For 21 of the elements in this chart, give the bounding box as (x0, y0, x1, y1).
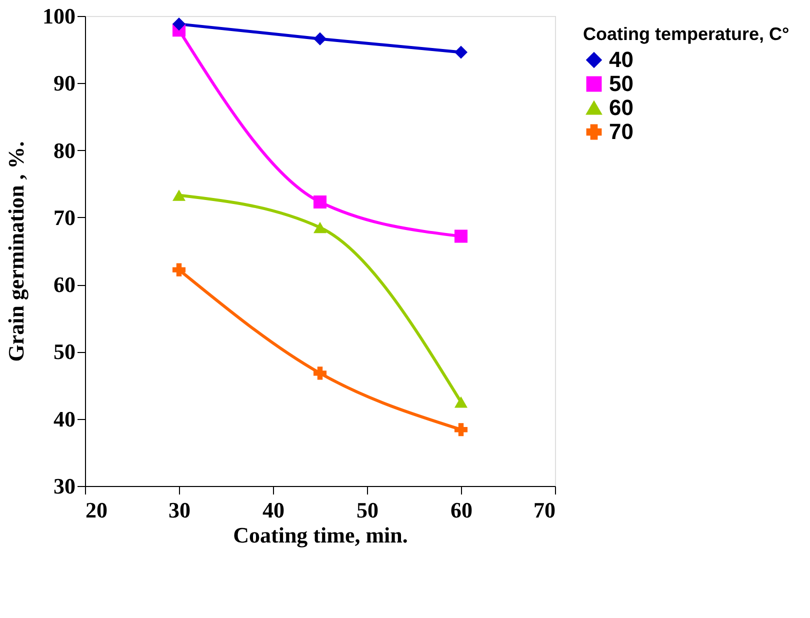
y-tick-label: 100 (42, 4, 76, 28)
y-axis-title: Grain germination , %. (4, 141, 28, 362)
y-tick-label: 40 (54, 406, 76, 432)
legend-label: 70 (609, 119, 634, 144)
x-tick-label: 20 (86, 498, 108, 522)
x-tick-label: 60 (450, 498, 472, 522)
x-tick-label: 50 (356, 498, 378, 522)
y-tick-label: 70 (54, 204, 76, 230)
x-axis-title: Coating time, min. (233, 522, 408, 548)
y-tick-label: 60 (54, 272, 76, 298)
legend-label: 40 (609, 47, 634, 72)
y-tick-label: 90 (54, 70, 76, 96)
x-tick-label: 70 (534, 498, 556, 522)
legend-title: Coating temperature, C° (583, 24, 790, 44)
legend-label: 60 (609, 95, 634, 120)
x-tick-label: 40 (262, 498, 284, 522)
y-tick-label: 80 (54, 138, 76, 163)
legend-label: 50 (609, 71, 634, 96)
y-tick-label: 30 (54, 474, 76, 498)
x-tick-label: 30 (168, 498, 190, 522)
y-tick-label: 50 (54, 339, 76, 364)
